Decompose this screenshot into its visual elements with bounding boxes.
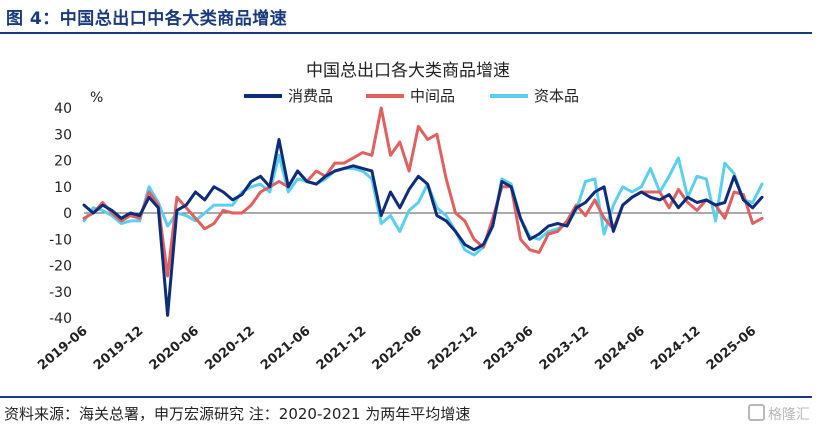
- x-tick-label: 2025-06: [704, 324, 759, 374]
- legend-label: 消费品: [288, 87, 333, 105]
- x-tick-label: 2020-12: [202, 324, 257, 374]
- y-tick-label: 0: [63, 206, 72, 222]
- chart-title: 中国总出口各大类商品增速: [306, 61, 510, 81]
- bottom-rule: [0, 396, 812, 398]
- x-axis: 2019-06 2019-12 2020-06 2020-12 2021-06 2021-…: [35, 324, 759, 374]
- source-note: 资料来源：海关总署，申万宏源研究 注：2020-2021 为两年平均增速: [4, 405, 471, 423]
- line-chart: 中国总出口各大类商品增速 % 消费品 中间品 资本品 -40 -30 -20 -10 0 10…: [35, 61, 764, 374]
- y-tick-label: 20: [54, 154, 72, 170]
- legend: 消费品 中间品 资本品: [244, 87, 579, 105]
- legend-label: 资本品: [534, 87, 579, 105]
- x-tick-label: 2024-06: [592, 324, 647, 374]
- figure-title: 图 4：中国总出口中各大类商品增速: [6, 9, 288, 29]
- watermark-text: 格隆汇: [768, 407, 810, 423]
- x-tick-label: 2021-06: [258, 324, 313, 374]
- y-axis: -40 -30 -20 -10 0 10 20 30 40: [49, 101, 762, 327]
- x-tick-label: 2022-12: [425, 324, 480, 374]
- y-axis-unit: %: [90, 90, 103, 106]
- y-tick-label: -10: [49, 232, 72, 248]
- x-tick-label: 2021-12: [314, 324, 369, 374]
- x-tick-label: 2022-06: [370, 324, 425, 374]
- series-line: [82, 138, 764, 317]
- y-tick-label: 30: [54, 127, 72, 143]
- y-tick-label: -40: [49, 311, 72, 327]
- y-tick-label: 10: [54, 180, 72, 196]
- top-rule: [0, 32, 812, 34]
- x-tick-label: 2020-06: [147, 324, 202, 374]
- series-line: [82, 106, 764, 278]
- x-tick-label: 2023-12: [537, 324, 592, 374]
- x-tick-label: 2019-12: [91, 324, 146, 374]
- y-tick-label: -20: [49, 259, 72, 275]
- watermark-logo-icon: [748, 404, 765, 421]
- legend-label: 中间品: [410, 87, 455, 105]
- x-tick-label: 2023-06: [481, 324, 536, 374]
- y-tick-label: 40: [54, 101, 72, 117]
- x-tick-label: 2019-06: [35, 324, 90, 374]
- watermark: 格隆汇: [748, 404, 810, 424]
- series-lines: [82, 106, 764, 317]
- x-tick-label: 2024-12: [648, 324, 703, 374]
- y-tick-label: -30: [49, 285, 72, 301]
